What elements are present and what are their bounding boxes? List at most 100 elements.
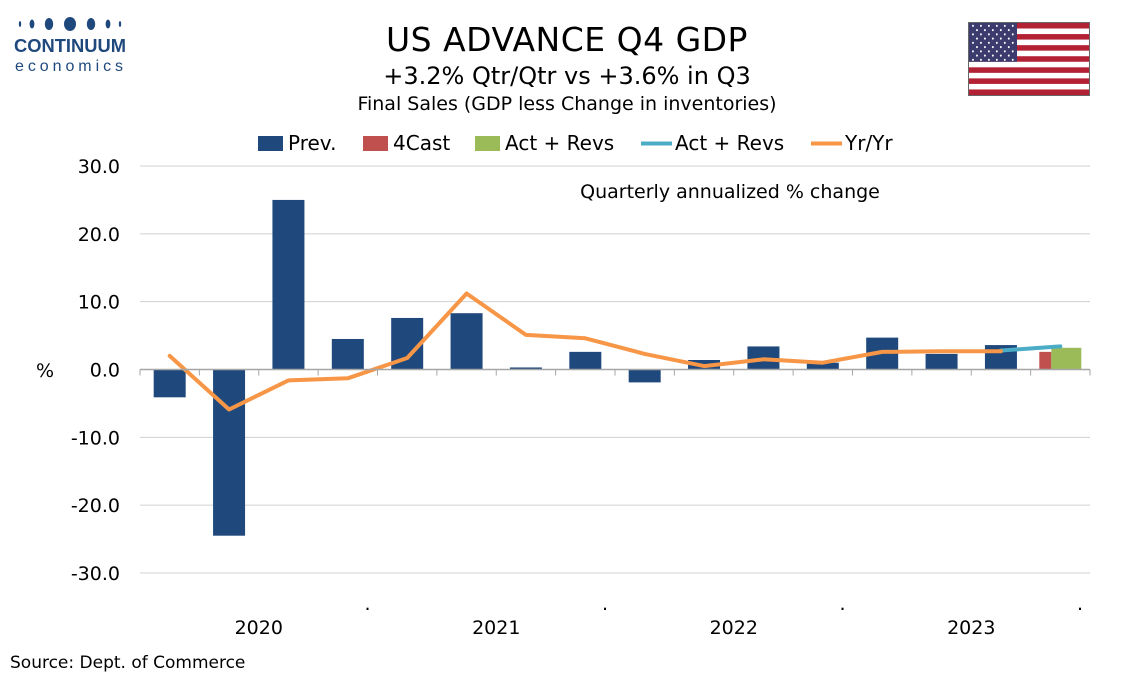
flag-stripe xyxy=(969,28,1089,35)
flag-star xyxy=(1003,33,1006,36)
chart-legend: Prev. 4Cast Act + Revs Act + Revs Yr/Yr xyxy=(258,131,893,155)
flag-star xyxy=(1011,33,1014,36)
flag-star xyxy=(972,58,974,61)
flag-star xyxy=(1007,29,1010,32)
flag-star xyxy=(983,37,986,40)
page-subtitle-secondary: Final Sales (GDP less Change in inventor… xyxy=(357,93,777,115)
flag-stripe xyxy=(969,67,1089,74)
chart-bars xyxy=(153,199,1082,536)
flag-star xyxy=(979,58,982,61)
y-tick-label: 0.0 xyxy=(90,360,120,382)
flag-star xyxy=(995,24,998,27)
flag-star xyxy=(983,54,986,57)
flag-star xyxy=(1003,41,1006,44)
flag-star xyxy=(999,29,1002,32)
flag-star xyxy=(972,24,974,27)
line-yr-yr xyxy=(167,291,1003,412)
page-title: US ADVANCE Q4 GDP xyxy=(386,20,748,59)
y-tick-label: 10.0 xyxy=(78,292,120,314)
continuum-economics-logo: CONTINUUM economics xyxy=(14,17,126,75)
legend-label: Prev. xyxy=(288,131,336,155)
flag-star xyxy=(976,29,978,32)
flag-star xyxy=(1011,24,1014,27)
flag-star xyxy=(999,54,1002,57)
logo-word-economics: economics xyxy=(15,58,125,75)
flag-stripe xyxy=(969,39,1089,46)
flag-star xyxy=(991,29,994,32)
bar-prev xyxy=(213,369,246,536)
flag-star xyxy=(995,50,998,53)
y-axis-label: % xyxy=(36,360,54,382)
flag-star xyxy=(995,58,998,61)
legend-label: 4Cast xyxy=(393,131,450,155)
flag-star xyxy=(999,37,1002,40)
y-tick-label: 20.0 xyxy=(78,224,120,246)
flag-star xyxy=(979,50,982,53)
flag-star xyxy=(1011,58,1014,61)
bar-forecast xyxy=(1039,351,1052,370)
x-separator-dot: . xyxy=(602,593,608,615)
flag-star xyxy=(991,37,994,40)
flag-star xyxy=(995,41,998,44)
flag-star xyxy=(1011,50,1014,53)
logo-word-continuum: CONTINUUM xyxy=(14,36,126,56)
flag-star xyxy=(979,24,982,27)
page-subtitle: +3.2% Qtr/Qtr vs +3.6% in Q3 xyxy=(383,62,751,90)
legend-swatch xyxy=(475,136,500,151)
continuum-dots-logo-icon xyxy=(18,17,122,31)
bar-prev xyxy=(569,351,602,370)
flag-stripe xyxy=(969,56,1089,62)
legend-swatch xyxy=(363,136,388,151)
x-year-label: 2021 xyxy=(472,617,520,639)
flag-star xyxy=(972,41,974,44)
flag-star xyxy=(1003,58,1006,61)
chart-lines xyxy=(167,291,1063,412)
legend-label: Yr/Yr xyxy=(844,131,893,155)
flag-star xyxy=(991,54,994,57)
flag-star xyxy=(1007,46,1010,49)
x-separator-dot: . xyxy=(1077,593,1083,615)
x-separator-dot: . xyxy=(839,593,845,615)
flag-star xyxy=(995,33,998,36)
chart-annotation: Quarterly annualized % change xyxy=(580,181,880,203)
legend-swatch xyxy=(258,136,283,151)
y-tick-label: -30.0 xyxy=(71,563,120,585)
y-axis: 30.0 20.0 10.0 0.0 -10.0 -20.0 -30.0 xyxy=(71,156,120,585)
flag-star xyxy=(983,46,986,49)
flag-star xyxy=(976,54,978,57)
flag-star xyxy=(987,33,990,36)
bar-prev xyxy=(509,367,542,370)
us-flag-icon xyxy=(968,22,1090,96)
bar-prev xyxy=(806,362,839,370)
x-axis: 2020. 2021. 2022. 2023. xyxy=(139,368,1091,639)
flag-star xyxy=(987,41,990,44)
flag-star xyxy=(976,37,978,40)
flag-star xyxy=(1011,41,1014,44)
legend-label: Act + Revs xyxy=(505,131,614,155)
y-tick-label: -20.0 xyxy=(71,495,120,517)
flag-star xyxy=(979,33,982,36)
flag-star xyxy=(999,46,1002,49)
flag-star xyxy=(987,50,990,53)
x-year-label: 2023 xyxy=(947,617,995,639)
bar-prev xyxy=(331,338,364,370)
flag-star xyxy=(972,33,974,36)
flag-star xyxy=(972,50,974,53)
flag-star xyxy=(983,29,986,32)
bar-prev xyxy=(925,353,958,370)
flag-stripe xyxy=(969,83,1089,90)
flag-star xyxy=(1003,24,1006,27)
y-tick-label: 30.0 xyxy=(78,156,120,178)
bar-prev xyxy=(153,369,186,398)
flag-stripe xyxy=(969,50,1089,57)
x-separator-dot: . xyxy=(364,593,370,615)
flag-stripe xyxy=(969,89,1089,95)
flag-star xyxy=(987,58,990,61)
y-tick-label: -10.0 xyxy=(71,427,120,449)
source-note: Source: Dept. of Commerce xyxy=(10,653,246,673)
x-year-label: 2020 xyxy=(235,617,283,639)
flag-stripe xyxy=(969,23,1089,29)
legend-label: Act + Revs xyxy=(675,131,784,155)
flag-stripe xyxy=(969,72,1089,79)
